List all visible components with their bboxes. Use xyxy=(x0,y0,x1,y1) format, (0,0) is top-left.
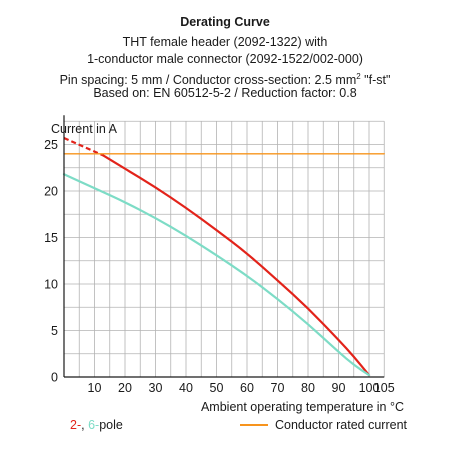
legend-2-pole: 2- xyxy=(70,418,82,432)
series-lines xyxy=(62,136,385,377)
chart-subtitle-1: THT female header (2092-1322) with xyxy=(122,35,328,49)
y-axis-label: Current in A xyxy=(51,122,118,136)
chart-subtitle-2: 1-conductor male connector (2092-1522/00… xyxy=(87,52,363,66)
subtitle-3-main: Pin spacing: 5 mm / Conductor cross-sect… xyxy=(59,73,357,88)
x-axis-label: Ambient operating temperature in °C xyxy=(201,400,404,414)
x-tick-label: 80 xyxy=(301,381,315,395)
legend-6-pole: 6- xyxy=(88,418,100,432)
grid-lines xyxy=(64,120,385,377)
x-tick-label: 10 xyxy=(88,381,102,395)
x-tick-label: 40 xyxy=(179,381,193,395)
axes xyxy=(63,115,385,378)
chart-subtitle-3: Pin spacing: 5 mm / Conductor cross-sect… xyxy=(0,68,450,89)
x-tick-label: 90 xyxy=(332,381,346,395)
chart-subtitle-4: Based on: EN 60512-5-2 / Reduction facto… xyxy=(93,86,357,100)
x-tick-label: 20 xyxy=(118,381,132,395)
legend-sep: , xyxy=(81,418,89,432)
series-dashed-2-pole xyxy=(63,136,105,157)
chart-title: Derating Curve xyxy=(180,15,270,29)
x-tick-label: 70 xyxy=(271,381,285,395)
x-tick-label: 50 xyxy=(210,381,224,395)
y-tick-label: 0 xyxy=(51,371,58,385)
y-tick-label: 15 xyxy=(44,231,58,245)
x-tick-label: 105 xyxy=(374,381,395,395)
y-tick-label: 20 xyxy=(44,185,58,199)
y-tick-label: 5 xyxy=(51,324,58,338)
subtitle-3-suffix: "f-st" xyxy=(360,73,391,88)
series-line-2-pole xyxy=(102,154,371,377)
x-tick-label: 30 xyxy=(149,381,163,395)
legend-pole-suffix: pole xyxy=(99,418,123,432)
x-tick-label: 60 xyxy=(240,381,254,395)
y-tick-label: 10 xyxy=(44,278,58,292)
series-line-6-pole xyxy=(62,173,371,377)
legend-poles: 2-, 6-pole xyxy=(70,418,123,432)
subtitle-3-sup: 2 xyxy=(356,72,361,81)
x-tick-label: 100 xyxy=(359,381,380,395)
legend-rated-current: Conductor rated current xyxy=(275,418,408,432)
y-tick-label: 25 xyxy=(44,138,58,152)
